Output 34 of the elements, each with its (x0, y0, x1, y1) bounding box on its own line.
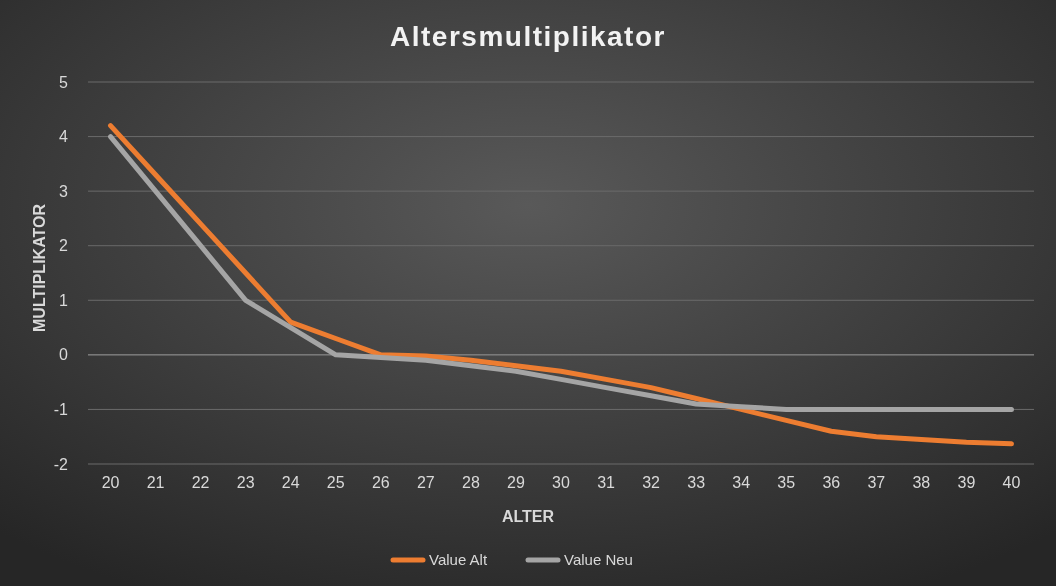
chart-title: Altersmultiplikator (390, 21, 666, 52)
x-tick-label: 24 (281, 474, 300, 491)
x-tick-label: 22 (191, 474, 210, 491)
x-tick-label: 31 (597, 474, 616, 491)
x-tick-label: 25 (326, 474, 345, 491)
y-tick-label: 4 (59, 128, 69, 146)
legend-label: Value Neu (564, 551, 633, 569)
y-tick-label: 3 (59, 182, 69, 200)
y-tick-label: 2 (59, 237, 69, 255)
x-tick-label: 28 (462, 474, 480, 491)
x-tick-label: 39 (957, 474, 976, 491)
y-tick-label: 1 (59, 291, 69, 309)
x-tick-label: 40 (1002, 474, 1021, 491)
x-tick-label: 33 (687, 474, 706, 491)
legend-label: Value Alt (429, 551, 488, 569)
x-tick-label: 20 (101, 474, 120, 491)
x-axis-title: ALTER (501, 508, 555, 525)
y-axis-title: MULTIPLIKATOR (31, 203, 48, 332)
x-tick-label: 21 (146, 474, 165, 491)
x-tick-label: 23 (236, 474, 255, 491)
x-tick-label: 37 (867, 474, 886, 491)
x-tick-label: 26 (371, 474, 390, 491)
x-tick-label: 34 (732, 474, 751, 491)
y-tick-label: 5 (59, 73, 69, 91)
y-tick-label: -2 (53, 455, 69, 473)
y-tick-label: 0 (59, 346, 69, 364)
x-tick-label: 32 (642, 474, 661, 491)
x-tick-label: 36 (822, 474, 841, 491)
x-tick-label: 29 (507, 474, 525, 491)
x-tick-label: 30 (552, 474, 570, 491)
y-tick-label: -1 (53, 401, 69, 419)
x-tick-label: 35 (777, 474, 796, 491)
x-tick-label: 38 (912, 474, 931, 491)
x-tick-label: 27 (416, 474, 435, 491)
